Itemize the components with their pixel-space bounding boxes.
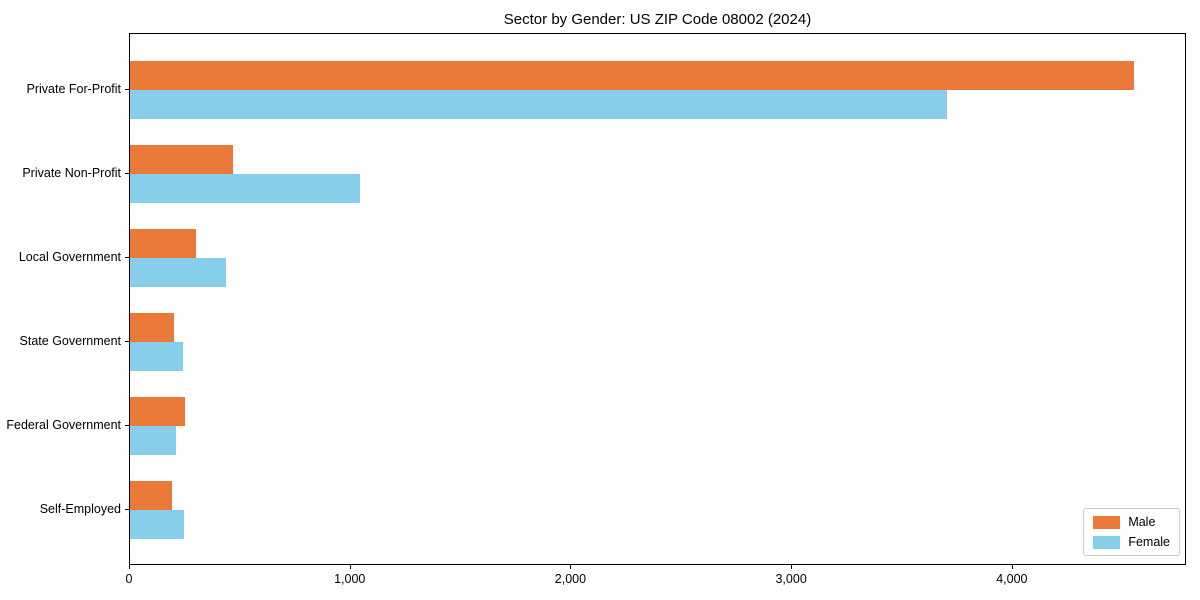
x-tick-mark [349,565,351,569]
y-tick-label-self-employed: Self-Employed [39,502,121,516]
y-tick-label-federal-government: Federal Government [6,418,121,432]
x-tick-mark [791,565,793,569]
legend: Male Female [1083,508,1180,556]
chart-title: Sector by Gender: US ZIP Code 08002 (202… [503,11,812,28]
x-tick-label-3000: 3,000 [775,572,807,586]
y-tick-mark [125,425,129,426]
bar-male-state-government [130,313,175,342]
x-tick-label-4000: 4,000 [996,572,1028,586]
x-tick-mark [129,565,130,569]
bar-male-federal-government [130,397,186,426]
bar-male-local-government [130,229,197,258]
legend-label-male: Male [1128,515,1156,529]
y-tick-mark [125,173,129,174]
y-tick-mark [125,257,129,258]
y-tick-label-local-government: Local Government [18,250,121,264]
y-tick-label-state-government: State Government [19,334,121,348]
y-tick-label-private-for-profit: Private For-Profit [26,82,121,96]
bar-female-state-government [130,342,183,371]
x-tick-label-0: 0 [125,572,133,586]
bar-female-self-employed [130,510,185,539]
y-tick-mark [125,89,129,90]
bar-male-self-employed [130,481,172,510]
y-tick-label-private-non-profit: Private Non-Profit [22,166,121,180]
x-tick-label-1000: 1,000 [334,572,366,586]
legend-label-female: Female [1128,535,1170,549]
y-tick-mark [125,509,129,510]
bar-male-private-for-profit [130,61,1135,90]
bar-female-private-non-profit [130,174,360,203]
x-tick-label-2000: 2,000 [554,572,587,586]
legend-swatch-male [1093,515,1121,529]
plot-area: Male Female [129,33,1186,565]
bar-female-private-for-profit [130,90,947,119]
y-tick-mark [125,341,129,342]
legend-entry-female: Female [1093,535,1170,549]
bar-male-private-non-profit [130,145,233,174]
x-tick-mark [570,565,572,569]
bar-female-local-government [130,258,226,287]
legend-swatch-female [1093,535,1121,549]
x-tick-mark [1011,565,1013,569]
bar-female-federal-government [130,426,177,455]
legend-entry-male: Male [1093,515,1170,529]
